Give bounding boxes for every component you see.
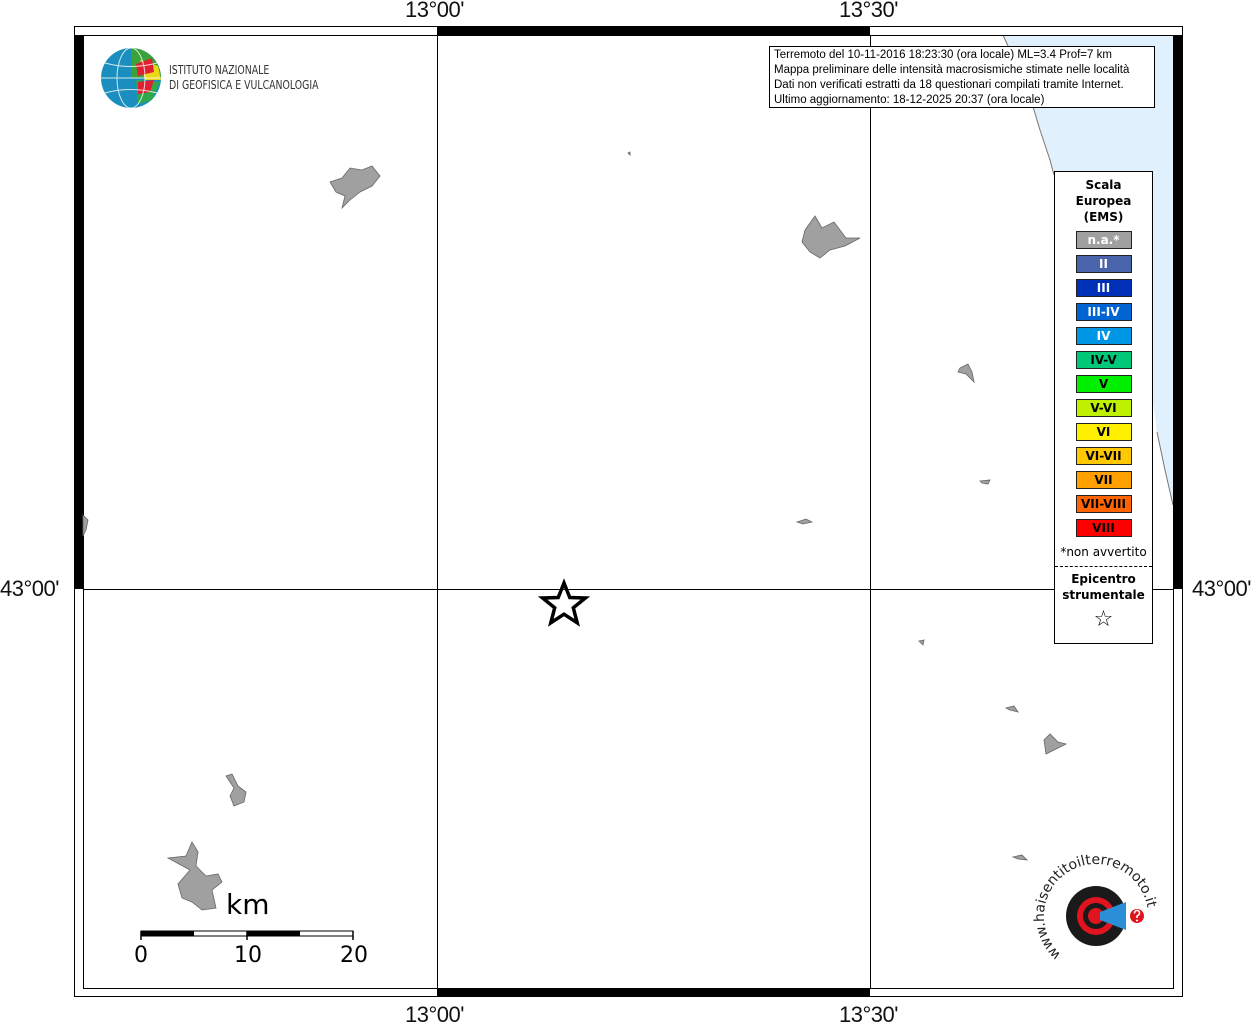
legend-item: IV-V bbox=[1075, 351, 1132, 369]
event-info-box: Terremoto del 10-11-2016 18:23:30 (ora l… bbox=[769, 46, 1155, 108]
lake bbox=[166, 841, 223, 911]
legend-item: VI bbox=[1075, 423, 1132, 441]
lake bbox=[627, 151, 631, 156]
legend-epicenter-line: strumentale bbox=[1062, 588, 1145, 602]
lake bbox=[329, 165, 381, 210]
lake bbox=[957, 363, 975, 384]
lon-tick-bottom-13-00: 13°00' bbox=[405, 1002, 464, 1027]
lake bbox=[801, 215, 861, 259]
legend-item: II bbox=[1075, 255, 1132, 273]
frame-bar-top bbox=[437, 26, 870, 35]
lake bbox=[1011, 854, 1029, 861]
info-last-update: Ultimo aggiornamento: 18-12-2025 20:37 (… bbox=[774, 94, 1045, 106]
legend-title-line: Scala bbox=[1085, 178, 1122, 192]
map-frame-outer bbox=[74, 26, 1183, 997]
lake bbox=[82, 514, 89, 537]
info-data-source: Dati non verificati estratti da 18 quest… bbox=[774, 79, 1124, 91]
ingv-line1: ISTITUTO NAZIONALE bbox=[169, 63, 270, 77]
lake bbox=[979, 479, 991, 485]
frame-bar-right bbox=[1173, 35, 1183, 589]
scale-label-0: 0 bbox=[134, 943, 148, 968]
legend-item: VII bbox=[1075, 471, 1132, 489]
lake bbox=[1004, 705, 1019, 713]
lon-tick-bottom-13-30: 13°30' bbox=[839, 1002, 898, 1027]
info-map-description: Mappa preliminare delle intensità macros… bbox=[774, 64, 1130, 76]
legend-epicenter-label: Epicentro strumentale bbox=[1055, 571, 1152, 603]
lat-tick-left-43-00: 43°00' bbox=[0, 576, 59, 601]
legend-star-icon: ☆ bbox=[1093, 607, 1114, 632]
haisentito-logo: www.haisentitoilterremoto.it bbox=[1032, 852, 1159, 963]
ingv-globe-logo bbox=[101, 47, 161, 109]
lake bbox=[1043, 733, 1068, 755]
ingv-logo-text: ISTITUTO NAZIONALE DI GEOFISICA E VULCAN… bbox=[169, 63, 319, 93]
legend-item: VI-VII bbox=[1075, 447, 1132, 465]
info-event: Terremoto del 10-11-2016 18:23:30 (ora l… bbox=[774, 49, 1112, 61]
lon-tick-top-13-00: 13°00' bbox=[405, 0, 464, 22]
scale-label-10: 10 bbox=[234, 943, 262, 968]
epicenter-star-icon bbox=[537, 578, 591, 627]
lat-tick-right-43-00: 43°00' bbox=[1192, 576, 1251, 601]
legend-epicenter-line: Epicentro bbox=[1071, 572, 1136, 586]
frame-bar-left bbox=[74, 35, 83, 589]
legend-item: V bbox=[1075, 375, 1132, 393]
legend-item: VIII bbox=[1075, 519, 1132, 537]
legend-item: V-VI bbox=[1075, 399, 1132, 417]
lon-tick-top-13-30: 13°30' bbox=[839, 0, 898, 22]
question-badge-icon bbox=[1130, 909, 1144, 923]
legend-item: VII-VIII bbox=[1075, 495, 1132, 513]
coastline bbox=[1156, 431, 1174, 506]
legend-title-line: (EMS) bbox=[1083, 210, 1124, 224]
lake bbox=[918, 639, 925, 646]
ingv-line2: DI GEOFISICA E VULCANOLOGIA bbox=[169, 78, 319, 92]
legend-item: III bbox=[1075, 279, 1132, 297]
scale-bar bbox=[140, 930, 354, 940]
legend-item: IV bbox=[1075, 327, 1132, 345]
legend-title: Scala Europea (EMS) bbox=[1055, 177, 1152, 225]
frame-bar-bottom bbox=[437, 988, 870, 997]
scale-unit: km bbox=[226, 888, 270, 921]
legend-item: III-IV bbox=[1075, 303, 1132, 321]
legend-note: *non avvertito bbox=[1060, 545, 1147, 559]
legend-title-line: Europea bbox=[1075, 194, 1132, 208]
lake bbox=[225, 773, 247, 807]
ems-legend: Scala Europea (EMS) n.a.* II III III-IV IV IV… bbox=[1054, 171, 1153, 644]
lake bbox=[795, 518, 814, 525]
legend-divider bbox=[1055, 566, 1152, 567]
scale-label-20: 20 bbox=[340, 943, 368, 968]
sea-area bbox=[1003, 35, 1173, 505]
legend-item: n.a.* bbox=[1075, 231, 1132, 249]
